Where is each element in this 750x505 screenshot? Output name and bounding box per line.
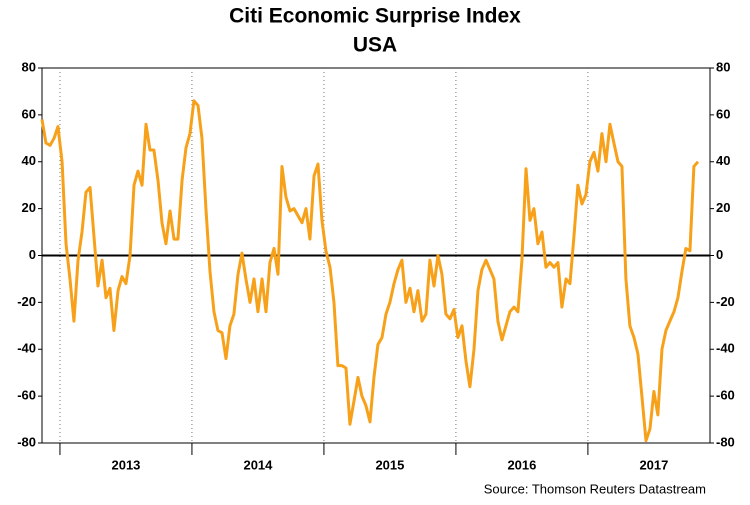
y2-tick-label: -20 [716, 294, 735, 309]
y2-tick-label: 80 [716, 59, 730, 74]
x-tick-label: 2016 [507, 457, 536, 472]
y2-tick-label: -40 [716, 341, 735, 356]
y2-tick-label: 60 [716, 106, 730, 121]
y-tick-label: -40 [17, 341, 36, 356]
x-tick-label: 2014 [243, 457, 273, 472]
x-tick-label: 2013 [111, 457, 140, 472]
y-tick-label: 20 [22, 200, 36, 215]
data-line [40, 99, 700, 443]
chart-subtitle: USA [353, 34, 397, 57]
y-tick-label: 0 [29, 247, 36, 262]
y-tick-label: 40 [22, 153, 36, 168]
y2-tick-label: 20 [716, 200, 730, 215]
y-tick-label: 80 [22, 59, 36, 74]
y-tick-label: -20 [17, 294, 36, 309]
y2-tick-label: 0 [716, 247, 723, 262]
x-tick-label: 2015 [375, 457, 404, 472]
y2-tick-label: -80 [716, 434, 735, 449]
source-note: Source: Thomson Reuters Datastream [484, 481, 706, 496]
y-tick-label: 60 [22, 106, 36, 121]
x-tick-label: 2017 [639, 457, 668, 472]
y2-tick-label: -60 [716, 388, 735, 403]
y2-tick-label: 40 [716, 153, 730, 168]
chart-title: Citi Economic Surprise Index [229, 5, 521, 28]
y-tick-label: -80 [17, 434, 36, 449]
y-tick-label: -60 [17, 388, 36, 403]
